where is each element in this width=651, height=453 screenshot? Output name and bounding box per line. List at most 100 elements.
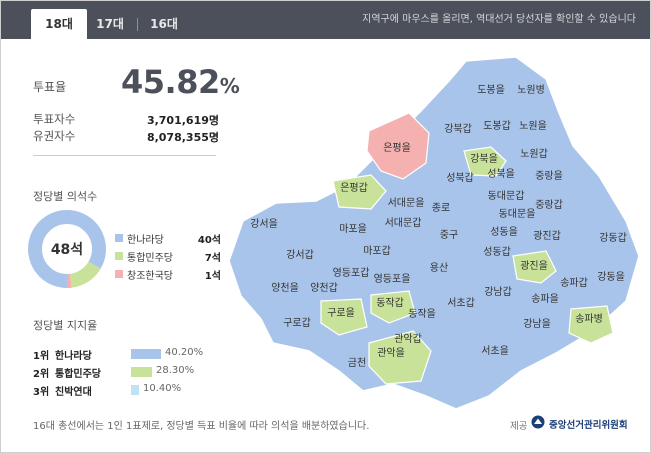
legend-party-seats: 1석 bbox=[204, 271, 221, 282]
district-label-31[interactable]: 강동을 bbox=[597, 271, 625, 283]
header-bar: 18대 17대 16대 지역구에 마우스를 올리면, 역대선거 당선자를 확인할… bbox=[1, 1, 650, 39]
district-shape-6[interactable] bbox=[463, 146, 507, 177]
district-label-25[interactable]: 성동갑 bbox=[483, 246, 511, 258]
district-label-36[interactable]: 동작갑 bbox=[376, 297, 404, 309]
support-bar bbox=[131, 367, 152, 377]
district-label-4[interactable]: 노원을 bbox=[519, 120, 547, 132]
source-name[interactable]: 중앙선거관리위원회 bbox=[549, 420, 628, 431]
district-label-42[interactable]: 구로갑 bbox=[283, 317, 311, 329]
district-label-13[interactable]: 서대문을 bbox=[388, 197, 425, 209]
district-label-39[interactable]: 구로을 bbox=[327, 307, 355, 319]
district-label-20[interactable]: 광진갑 bbox=[533, 230, 561, 242]
district-label-33[interactable]: 양천갑 bbox=[310, 282, 338, 294]
district-label-32[interactable]: 양천을 bbox=[271, 282, 299, 294]
district-label-18[interactable]: 마포을 bbox=[339, 223, 367, 235]
district-label-22[interactable]: 성동을 bbox=[490, 226, 518, 238]
district-label-6[interactable]: 강북을 bbox=[470, 153, 498, 165]
district-label-1[interactable]: 노원병 bbox=[517, 84, 545, 96]
donut-slice-2 bbox=[28, 210, 106, 288]
voters-label: 투표자수 bbox=[33, 112, 76, 126]
district-label-19[interactable]: 서대문갑 bbox=[385, 217, 422, 229]
district-shape-36[interactable] bbox=[370, 290, 416, 324]
district-label-7[interactable]: 노원갑 bbox=[520, 148, 548, 160]
seats-donut-chart bbox=[28, 210, 106, 288]
district-shape-45[interactable] bbox=[368, 330, 432, 385]
district-label-3[interactable]: 도봉갑 bbox=[483, 120, 511, 132]
footnote: 16대 총선에서는 1인 1표제로, 정당별 득표 비율에 따라 의석을 배분하… bbox=[33, 421, 370, 432]
legend-party-name: 통합민주당 bbox=[127, 253, 173, 264]
district-label-17[interactable]: 강서을 bbox=[250, 218, 278, 230]
seoul-base-region bbox=[228, 56, 640, 410]
district-label-38[interactable]: 서초갑 bbox=[447, 297, 475, 309]
district-label-12[interactable]: 동대문갑 bbox=[488, 190, 525, 202]
district-label-16[interactable]: 동대문을 bbox=[499, 208, 536, 220]
turnout-number: 45.82 bbox=[121, 63, 220, 101]
district-label-46[interactable]: 서초을 bbox=[481, 345, 509, 357]
district-label-41[interactable]: 송파병 bbox=[575, 313, 603, 325]
legend-swatch bbox=[115, 270, 123, 278]
seats-total: 48석 bbox=[50, 242, 84, 258]
support-percent: 40.20% bbox=[165, 347, 204, 358]
turnout-value: 45.82% bbox=[121, 63, 240, 101]
voters-value: 3,701,619명 bbox=[146, 114, 219, 127]
support-percent: 28.30% bbox=[156, 365, 195, 376]
support-rank: 1위 bbox=[33, 351, 50, 362]
district-label-2[interactable]: 강북갑 bbox=[444, 123, 472, 135]
legend-party-name: 창조한국당 bbox=[127, 271, 173, 282]
district-label-44[interactable]: 관악갑 bbox=[394, 333, 422, 345]
support-party: 친박연대 bbox=[55, 387, 92, 398]
district-label-27[interactable]: 광진을 bbox=[520, 260, 548, 272]
section-divider bbox=[33, 155, 216, 156]
district-label-40[interactable]: 동작을 bbox=[408, 308, 436, 320]
district-label-14[interactable]: 중랑갑 bbox=[535, 199, 563, 211]
district-shape-41[interactable] bbox=[568, 305, 614, 344]
district-label-37[interactable]: 송파을 bbox=[531, 293, 559, 305]
support-rank: 3위 bbox=[33, 387, 50, 398]
district-label-15[interactable]: 종로 bbox=[432, 202, 450, 214]
district-label-10[interactable]: 중랑을 bbox=[535, 170, 563, 182]
district-shape-11[interactable] bbox=[332, 174, 387, 210]
district-label-28[interactable]: 영등포갑 bbox=[333, 267, 370, 279]
district-shape-39[interactable] bbox=[320, 298, 368, 336]
turnout-unit: % bbox=[219, 74, 240, 98]
support-bar bbox=[131, 385, 139, 395]
district-label-30[interactable]: 송파갑 bbox=[560, 277, 588, 289]
district-label-23[interactable]: 강동갑 bbox=[599, 232, 627, 244]
nec-logo-icon bbox=[531, 415, 545, 429]
district-label-24[interactable]: 마포갑 bbox=[363, 245, 391, 257]
district-label-8[interactable]: 성북갑 bbox=[446, 172, 474, 184]
support-party: 한나라당 bbox=[55, 351, 92, 362]
support-title: 정당별 지지율 bbox=[33, 319, 98, 332]
district-shape-27[interactable] bbox=[512, 250, 557, 284]
source-label: 제공 bbox=[510, 421, 528, 432]
legend-swatch bbox=[115, 252, 123, 260]
district-label-11[interactable]: 은평갑 bbox=[340, 182, 368, 194]
district-label-26[interactable]: 강서갑 bbox=[286, 249, 314, 261]
district-label-35[interactable]: 강남갑 bbox=[484, 286, 512, 298]
support-rank: 2위 bbox=[33, 369, 50, 380]
district-label-21[interactable]: 중구 bbox=[440, 229, 458, 241]
tab-16th[interactable]: 16대 bbox=[150, 17, 178, 31]
district-label-0[interactable]: 도봉을 bbox=[477, 84, 505, 96]
district-label-5[interactable]: 은평을 bbox=[383, 142, 411, 154]
district-label-29[interactable]: 용산 bbox=[430, 262, 448, 274]
district-label-43[interactable]: 강남을 bbox=[523, 318, 551, 330]
header-instruction: 지역구에 마우스를 올리면, 역대선거 당선자를 확인할 수 있습니다 bbox=[362, 14, 636, 25]
district-label-34[interactable]: 영등포을 bbox=[374, 273, 411, 285]
district-shape-5[interactable] bbox=[366, 112, 430, 180]
legend-party-name: 한나라당 bbox=[127, 235, 164, 246]
district-label-9[interactable]: 성북을 bbox=[487, 168, 515, 180]
support-bar bbox=[131, 349, 161, 359]
legend-swatch bbox=[115, 234, 123, 242]
tab-17th[interactable]: 17대 bbox=[96, 17, 124, 31]
support-party: 통합민주당 bbox=[55, 369, 101, 380]
support-percent: 10.40% bbox=[143, 383, 182, 394]
tab-divider bbox=[137, 18, 138, 31]
tab-18th[interactable]: 18대 bbox=[31, 9, 87, 39]
district-label-45[interactable]: 관악을 bbox=[377, 347, 405, 359]
turnout-label: 투표율 bbox=[33, 80, 67, 94]
district-label-47[interactable]: 금천 bbox=[348, 357, 366, 369]
eligible-label: 유권자수 bbox=[33, 129, 76, 143]
eligible-value: 8,078,355명 bbox=[146, 131, 219, 144]
